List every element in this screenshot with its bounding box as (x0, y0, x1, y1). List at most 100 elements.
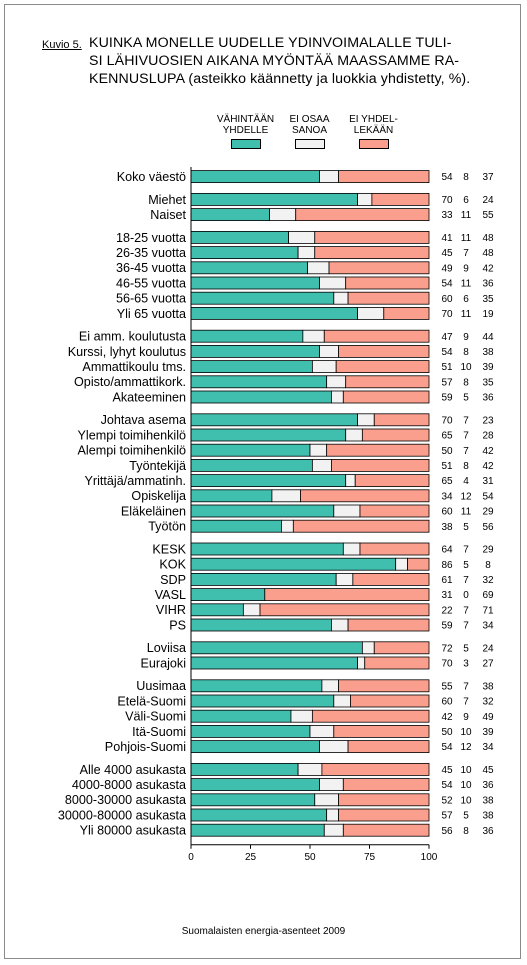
value-label: 64 (441, 545, 453, 556)
x-tick-label: 0 (188, 852, 194, 863)
bar-segment (190, 329, 304, 343)
value-label: 70 (441, 309, 453, 320)
value-label: 45 (482, 765, 494, 776)
value-label: 51 (441, 362, 453, 373)
category-label: Itä-Suomi (132, 725, 186, 739)
value-label: 59 (441, 621, 453, 632)
bar-segment (331, 458, 430, 472)
category-label: 30000-80000 asukasta (58, 808, 186, 822)
bar-segment (295, 208, 430, 222)
category-label: Ylempi toimihenkilö (78, 428, 187, 442)
legend-label: EI YHDEL- (349, 114, 398, 125)
bar-segment (357, 656, 366, 670)
value-label: 5 (463, 522, 469, 533)
value-label: 8 (463, 826, 469, 837)
value-label: 54 (441, 172, 453, 183)
category-label: 36-45 vuotta (116, 261, 186, 275)
value-label: 7 (463, 681, 469, 692)
bar-segment (190, 192, 359, 206)
bar-segment (345, 375, 430, 389)
legend-swatch-none (358, 139, 389, 149)
bar-segment (407, 557, 430, 571)
bar-segment (326, 443, 430, 457)
bar-segment (190, 474, 347, 488)
bar-segment (190, 588, 266, 601)
value-label: 6 (463, 294, 469, 305)
value-label: 9 (463, 712, 469, 723)
bar-segment (345, 428, 363, 442)
bar-segment (333, 504, 361, 518)
source-note: Suomalaisten energia-asenteet 2009 (181, 926, 346, 937)
chart-title-line: KUINKA MONELLE UUDELLE YDINVOIMALALLE TU… (89, 35, 452, 51)
bar-segment (190, 542, 344, 556)
bar-segment (190, 641, 363, 655)
legend-label: SANOA (291, 125, 327, 136)
bar-segment (338, 344, 430, 358)
bar-segment (354, 474, 430, 488)
bar-segment (190, 390, 332, 404)
category-label: Yrittäjä/ammatinh. (85, 474, 187, 488)
bar-segment (357, 413, 375, 427)
legend-swatch-support (230, 139, 261, 149)
bar-segment (319, 344, 339, 358)
value-label: 45 (441, 765, 453, 776)
figure-frame (4, 4, 521, 959)
value-label: 44 (482, 332, 494, 343)
value-label: 5 (463, 811, 469, 822)
value-label: 4 (463, 476, 469, 487)
value-label: 36 (482, 826, 494, 837)
value-label: 71 (482, 605, 494, 616)
value-label: 54 (482, 491, 494, 502)
value-label: 38 (482, 795, 494, 806)
value-label: 60 (441, 294, 453, 305)
value-label: 70 (441, 659, 453, 670)
bar-segment (190, 573, 337, 586)
value-label: 10 (460, 727, 472, 738)
bar-segment (326, 375, 347, 389)
value-label: 61 (441, 575, 453, 586)
category-label: Eläkeläinen (121, 504, 186, 518)
value-label: 19 (482, 309, 494, 320)
bar-segment (190, 709, 292, 723)
bar-segment (373, 641, 430, 655)
value-label: 32 (482, 575, 494, 586)
category-label: SDP (160, 573, 186, 587)
bar-segment (190, 261, 309, 275)
bar-segment (347, 291, 430, 305)
value-label: 55 (441, 681, 453, 692)
value-label: 5 (463, 560, 469, 571)
value-label: 24 (482, 195, 494, 206)
bar-segment (190, 489, 273, 503)
value-label: 11 (461, 507, 472, 518)
bar-segment (190, 443, 311, 457)
bar-segment (323, 329, 430, 343)
bar-segment (314, 230, 430, 244)
bar-segment (190, 246, 299, 260)
value-label: 12 (460, 491, 472, 502)
value-label: 41 (441, 233, 453, 244)
bar-segment (395, 557, 408, 571)
value-label: 8 (463, 172, 469, 183)
category-label: Etelä-Suomi (117, 694, 186, 708)
value-label: 39 (482, 362, 494, 373)
value-label: 24 (482, 643, 494, 654)
bar-segment (190, 428, 347, 442)
value-label: 7 (463, 446, 469, 457)
value-label: 7 (463, 697, 469, 708)
category-label: Johtava asema (101, 413, 186, 427)
value-label: 7 (463, 605, 469, 616)
value-label: 35 (482, 294, 494, 305)
value-label: 10 (460, 780, 472, 791)
category-label: Yli 80000 asukasta (80, 824, 186, 838)
bar-segment (347, 618, 430, 632)
bar-segment (357, 192, 373, 206)
category-label: KESK (152, 542, 186, 556)
category-label: Naiset (150, 208, 186, 222)
value-label: 29 (482, 545, 494, 556)
category-label: Eurajoki (141, 656, 187, 670)
bar-segment (190, 618, 332, 632)
bar-segment (190, 656, 359, 670)
value-label: 34 (482, 621, 494, 632)
category-label: Työtön (148, 520, 186, 534)
value-label: 60 (441, 507, 453, 518)
